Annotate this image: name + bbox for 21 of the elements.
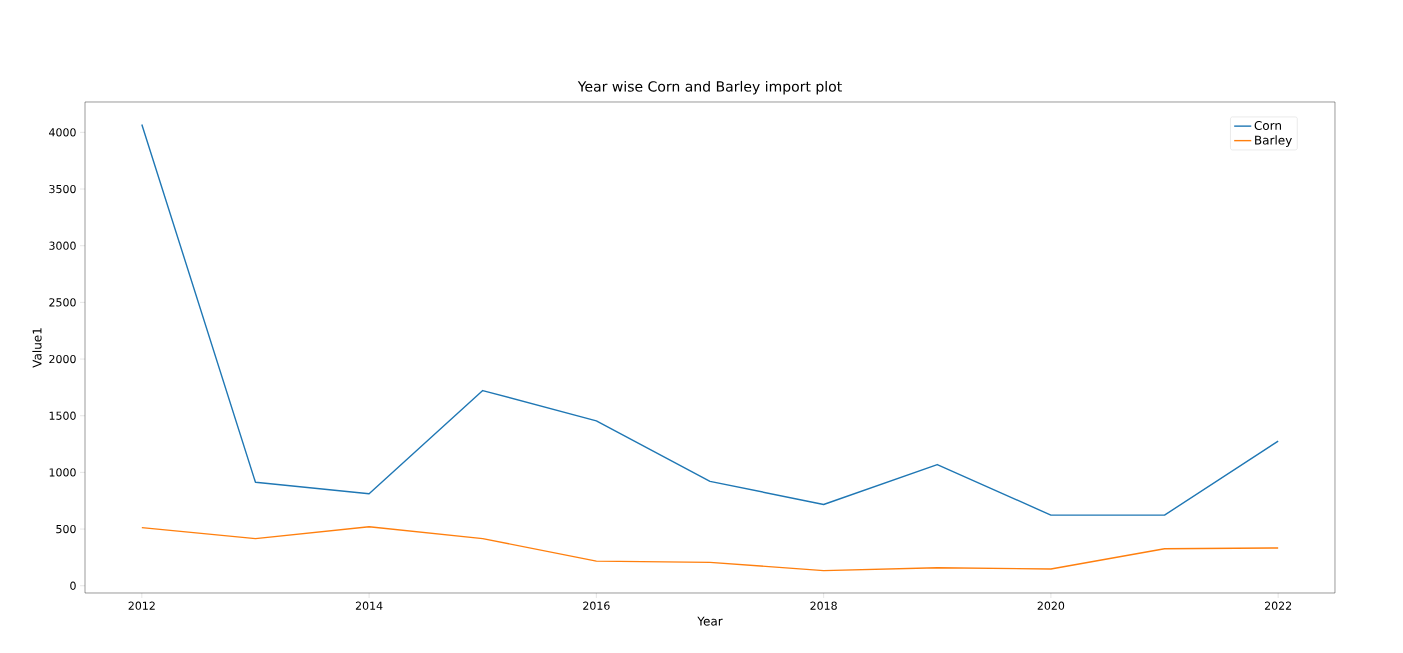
y-tick-label: 1500 xyxy=(49,411,76,420)
x-tick-label: 2016 xyxy=(583,601,610,610)
y-tick-label: 0 xyxy=(70,581,76,590)
x-axis-title: Year xyxy=(697,616,723,626)
legend-label: Barley xyxy=(1255,135,1292,147)
y-tick-label: 3000 xyxy=(49,241,76,250)
line-series xyxy=(141,525,1279,572)
x-tick-label: 2012 xyxy=(128,601,155,610)
x-tick-label: 2018 xyxy=(810,601,837,610)
chart-title: Year wise Corn and Barley import plot xyxy=(577,80,842,95)
x-tick-label: 2014 xyxy=(355,601,383,610)
y-tick-label: 500 xyxy=(56,524,76,534)
y-tick-label: 2000 xyxy=(49,354,76,364)
y-axis-title: Value1 xyxy=(32,328,42,368)
legend-label: Corn xyxy=(1254,120,1281,130)
y-tick-label: 3500 xyxy=(49,184,76,194)
y-tick-label: 4000 xyxy=(49,128,76,137)
x-tick-label: 2022 xyxy=(1264,601,1292,610)
y-tick-label: 1000 xyxy=(49,468,76,477)
x-tick-label: 2020 xyxy=(1037,601,1065,610)
y-tick-label: 2500 xyxy=(49,298,76,307)
